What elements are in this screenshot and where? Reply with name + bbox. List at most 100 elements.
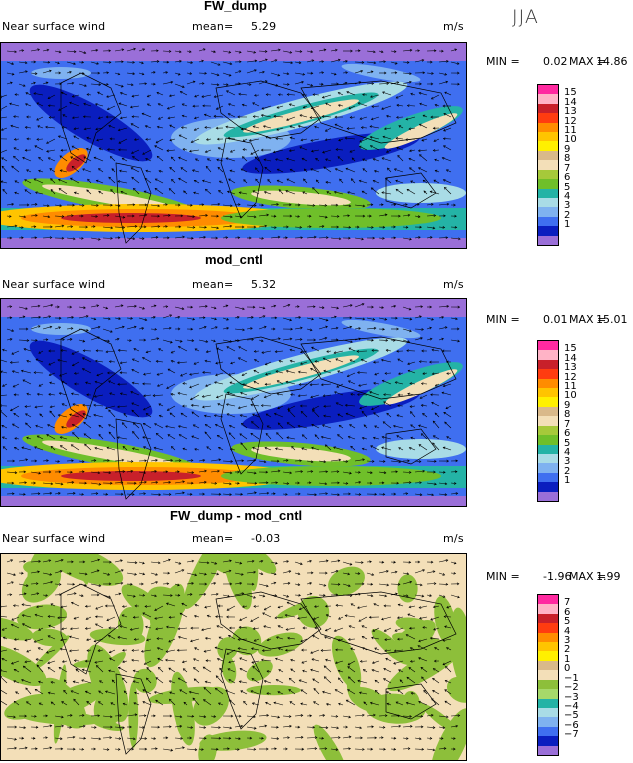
- wind-arrow: [418, 638, 428, 642]
- wind-arrow: [78, 493, 84, 495]
- wind-arrow-head: [405, 594, 409, 598]
- wind-arrow-head: [444, 482, 448, 486]
- wind-arrow: [60, 605, 68, 608]
- wind-arrow-head: [310, 395, 314, 399]
- wind-arrow: [433, 627, 440, 631]
- wind-arrow-head: [338, 617, 341, 620]
- wind-arrow-head: [165, 658, 168, 662]
- wind-arrow: [18, 71, 28, 74]
- wind-arrow-head: [240, 492, 244, 496]
- wind-arrow: [216, 159, 224, 162]
- panel-title: mod_cntl: [205, 252, 263, 267]
- wind-arrow: [282, 493, 288, 495]
- wind-arrow-head: [84, 690, 88, 694]
- wind-arrow: [294, 572, 300, 575]
- wind-arrow: [120, 116, 128, 119]
- wind-arrow-head: [358, 327, 361, 330]
- wind-arrow-head: [398, 460, 402, 464]
- wind-arrow: [131, 149, 140, 154]
- wind-arrow-head: [134, 225, 138, 228]
- wind-arrow: [166, 603, 176, 607]
- wind-arrow: [302, 434, 308, 440]
- wind-arrow-head: [382, 327, 386, 331]
- wind-arrow-head: [129, 105, 133, 109]
- wind-arrow-head: [9, 593, 13, 597]
- wind-arrow-head: [132, 431, 135, 434]
- wind-arrow-head: [421, 747, 425, 751]
- wind-arrow: [261, 405, 272, 407]
- wind-arrow-head: [146, 638, 149, 642]
- wind-arrow: [314, 434, 320, 440]
- wind-arrow-head: [429, 326, 432, 330]
- wind-arrow-head: [370, 582, 374, 586]
- wind-arrow: [132, 448, 140, 451]
- wind-arrow-head: [118, 102, 122, 106]
- wind-arrow: [181, 127, 188, 129]
- wind-arrow: [227, 668, 236, 673]
- wind-arrow-head: [228, 699, 232, 703]
- wind-arrow-head: [33, 225, 37, 229]
- wind-arrow: [348, 638, 356, 640]
- wind-arrow-head: [335, 604, 339, 607]
- wind-arrow: [111, 168, 116, 173]
- wind-arrow: [183, 701, 188, 706]
- wind-arrow-head: [131, 176, 135, 180]
- wind-arrow-head: [334, 391, 337, 394]
- wind-arrow: [60, 436, 68, 440]
- wind-arrow: [34, 638, 44, 643]
- wind-arrow-head: [97, 649, 101, 652]
- wind-arrow: [204, 360, 212, 363]
- wind-arrow: [323, 357, 332, 363]
- wind-arrow-head: [410, 424, 413, 427]
- wind-arrow: [2, 189, 8, 195]
- wind-arrow: [6, 306, 12, 308]
- wind-arrow: [66, 726, 72, 728]
- wind-arrow: [342, 82, 348, 85]
- wind-arrow-head: [432, 570, 436, 574]
- wind-arrow: [363, 701, 368, 706]
- wind-arrow: [441, 392, 452, 396]
- wind-arrow: [6, 328, 14, 332]
- wind-arrow: [228, 372, 236, 376]
- field-region: [175, 709, 194, 741]
- wind-arrow: [263, 159, 272, 162]
- field-region: [246, 660, 273, 682]
- wind-arrow: [363, 424, 368, 429]
- wind-arrow: [114, 215, 125, 218]
- wind-arrow-head: [217, 702, 221, 706]
- wind-arrow: [71, 145, 80, 151]
- wind-arrow: [378, 726, 385, 728]
- wind-arrow-head: [277, 605, 281, 609]
- wind-arrow: [426, 215, 436, 217]
- wind-arrow: [294, 327, 303, 330]
- wind-arrow-head: [49, 168, 53, 171]
- wind-arrow: [264, 167, 272, 173]
- wind-arrow-head: [442, 638, 446, 642]
- wind-arrow: [61, 426, 68, 429]
- wind-arrow: [358, 383, 368, 387]
- wind-arrow-head: [94, 446, 98, 450]
- wind-arrow: [369, 391, 380, 396]
- wind-arrow: [273, 115, 284, 118]
- wind-arrow: [310, 383, 320, 386]
- wind-arrow: [370, 136, 380, 140]
- wind-arrow: [42, 725, 52, 728]
- wind-arrow-head: [252, 665, 255, 669]
- wind-arrow: [226, 157, 236, 162]
- field-region: [29, 340, 153, 418]
- wind-arrow-head: [419, 154, 422, 157]
- wind-arrow-head: [189, 72, 193, 75]
- wind-arrow-head: [252, 102, 255, 105]
- wind-arrow-head: [219, 667, 222, 671]
- wind-arrow-head: [312, 678, 316, 682]
- wind-arrow: [450, 737, 456, 739]
- wind-arrow: [222, 215, 233, 218]
- wind-arrow-head: [33, 178, 37, 181]
- wind-arrow-head: [226, 346, 230, 349]
- wind-arrow-head: [276, 128, 279, 131]
- wind-arrow: [156, 360, 164, 363]
- wind-arrow-head: [250, 403, 254, 407]
- wind-arrow-head: [73, 50, 77, 53]
- wind-arrow: [153, 394, 164, 396]
- wind-arrow-head: [130, 151, 134, 154]
